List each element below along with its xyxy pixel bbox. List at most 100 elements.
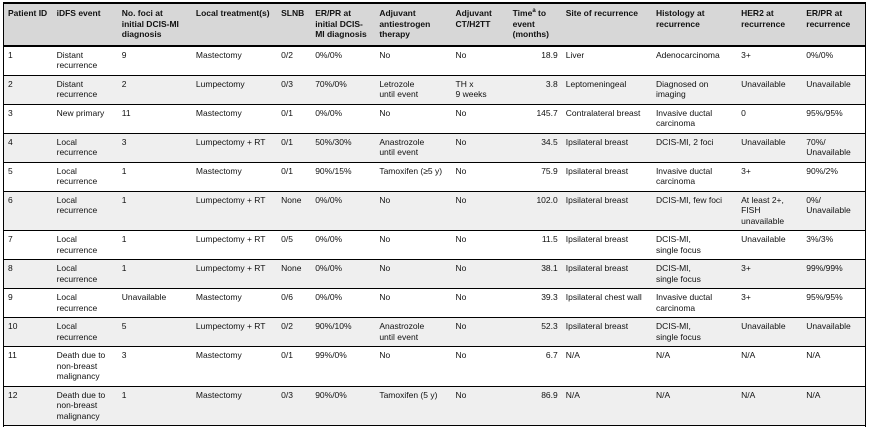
table-cell: 3	[8, 107, 13, 118]
table-cell: 70%/0%	[315, 78, 347, 89]
table-cell: N/A	[565, 350, 580, 360]
table-cell: 0/3	[281, 389, 293, 400]
patient-row: 4 Local recurrence 3 Lumpectomy + RT 0/1 50%/…	[3, 133, 866, 162]
table-cell: No	[455, 389, 467, 400]
table-cell: 10	[8, 321, 18, 331]
table-cell: TH x 9 weeks	[455, 78, 487, 100]
col-header-local-treatment: Local treatment(s)	[191, 3, 278, 46]
table-cell: 12	[8, 389, 18, 400]
table-cell: 90%/2%	[806, 165, 838, 176]
table-cell: 70%/ Unavailable	[806, 136, 851, 158]
table-cell: No	[379, 350, 391, 360]
table-cell: 52.3	[541, 321, 558, 331]
table-cell: 0%/ Unavailable	[806, 194, 851, 216]
table-cell: Letrozole until event	[379, 78, 419, 100]
table-cell: Local recurrence	[56, 165, 98, 187]
table-cell: 11	[8, 350, 17, 360]
table-cell: 0/1	[281, 136, 293, 147]
table-cell: Ipsilateral breast	[565, 234, 629, 244]
table-cell: No	[379, 292, 391, 302]
table-cell: 9	[121, 49, 127, 60]
table-cell: 99%/99%	[806, 263, 843, 273]
table-cell: Invasive ductal carcinoma	[655, 292, 713, 313]
table-cell: Leptomeningeal	[565, 78, 627, 89]
table-cell: No	[455, 350, 467, 360]
table-cell: No	[379, 107, 391, 118]
table-cell: No	[455, 321, 467, 331]
table-cell: 11.5	[541, 234, 558, 244]
table-cell: Unavailable	[741, 78, 786, 89]
table-cell: No	[379, 194, 391, 205]
table-cell: No	[455, 292, 467, 302]
table-cell: Ipsilateral breast	[565, 136, 629, 147]
table-cell: Tamoxifen (≥5 y)	[379, 165, 443, 176]
col-header-no-foci: No. foci at initial DCIS-MI diagnosis	[117, 3, 192, 46]
table-cell: 0%/0%	[315, 194, 343, 205]
table-cell: 0/1	[281, 107, 293, 118]
table-cell: Mastectomy	[195, 49, 242, 60]
table-cell: 50%/30%	[315, 136, 352, 147]
table-cell: Liver	[565, 49, 585, 60]
table-cell: Lumpectomy + RT	[195, 194, 266, 205]
table-cell: 2	[8, 78, 13, 89]
table-cell: 0%/0%	[806, 49, 834, 60]
patient-row: 1 Distant recurrence 9 Mastectomy 0/2 0%/0% No…	[3, 46, 866, 75]
table-cell: No	[455, 49, 467, 60]
table-cell: Lumpectomy + RT	[195, 263, 266, 273]
table-cell: 3+	[741, 263, 751, 273]
patient-row: 2 Distant recurrence 2 Lumpectomy 0/3 70%/0% L…	[3, 75, 866, 104]
patient-row: 3 New primary 11 Mastectomy 0/1 0%/0% No No 145.…	[3, 104, 866, 133]
header-row: Patient ID iDFS event No. foci at initia…	[3, 3, 866, 46]
table-cell: 5	[8, 165, 13, 176]
table-cell: 2	[121, 78, 127, 89]
table-cell: 1	[121, 234, 127, 244]
table-cell: 0	[741, 107, 746, 118]
table-cell: Anastrozole until event	[379, 321, 425, 342]
table-cell: 4	[8, 136, 13, 147]
table-cell: 0%/0%	[315, 107, 343, 118]
table-cell: Diagnosed on imaging	[655, 78, 709, 100]
table-cell: No	[379, 49, 391, 60]
table-cell: No	[455, 136, 467, 147]
table-cell: Ipsilateral breast	[565, 263, 629, 273]
table-cell: DCIS-MI, single focus	[655, 263, 701, 284]
col-header-her2: HER2 at recurrence	[737, 3, 803, 46]
footnote-marker: a	[532, 8, 536, 15]
table-cell: Ipsilateral breast	[565, 165, 629, 176]
table-cell: DCIS-MI, single focus	[655, 321, 701, 342]
table-cell: Anastrozole until event	[379, 136, 425, 158]
table-cell: 7	[8, 234, 13, 244]
table-cell: New primary	[56, 107, 105, 118]
table-cell: Ipsilateral breast	[565, 321, 629, 331]
table-cell: Ipsilateral chest wall	[565, 292, 642, 302]
table-cell: 8	[8, 263, 13, 273]
patient-row: 12 Death due to non-breast malignancy 1 Mas…	[3, 386, 866, 426]
table-cell: N/A	[655, 389, 671, 400]
patients-outcome-table: Patient ID iDFS event No. foci at initia…	[3, 2, 866, 427]
table-cell: Tamoxifen (5 y)	[379, 389, 438, 400]
patient-row: 6 Local recurrence 1 Lumpectomy + RT None 0%/…	[3, 191, 866, 231]
table-cell: 3+	[741, 292, 751, 302]
col-header-patient-id: Patient ID	[3, 3, 53, 46]
table-cell: Local recurrence	[56, 234, 98, 255]
table-cell: 145.7	[536, 107, 558, 118]
col-header-time-to-event: Timea to event (months)	[508, 3, 562, 46]
table-cell: At least 2+, FISH unavailable	[741, 194, 785, 226]
table-cell: No	[455, 234, 467, 244]
table-cell: Unavailable	[806, 321, 851, 331]
time-label-rest: to event (months)	[512, 8, 549, 39]
table-cell: Unavailable	[741, 234, 786, 244]
table-cell: No	[379, 234, 391, 244]
table-cell: Invasive ductal carcinoma	[655, 107, 713, 129]
table-cell: Mastectomy	[195, 165, 242, 176]
patient-row: 8 Local recurrence 1 Lumpectomy + RT None 0%/…	[3, 259, 866, 289]
table-cell: 18.9	[541, 49, 558, 60]
table-cell: 90%/10%	[315, 321, 352, 331]
table-cell: Mastectomy	[195, 389, 242, 400]
table-cell: 0/3	[281, 78, 293, 89]
table-cell: 11	[121, 107, 131, 118]
table-cell: Death due to non-breast malignancy	[56, 389, 106, 421]
table-cell: 0/6	[281, 292, 293, 302]
table-cell: Distant recurrence	[56, 78, 98, 100]
